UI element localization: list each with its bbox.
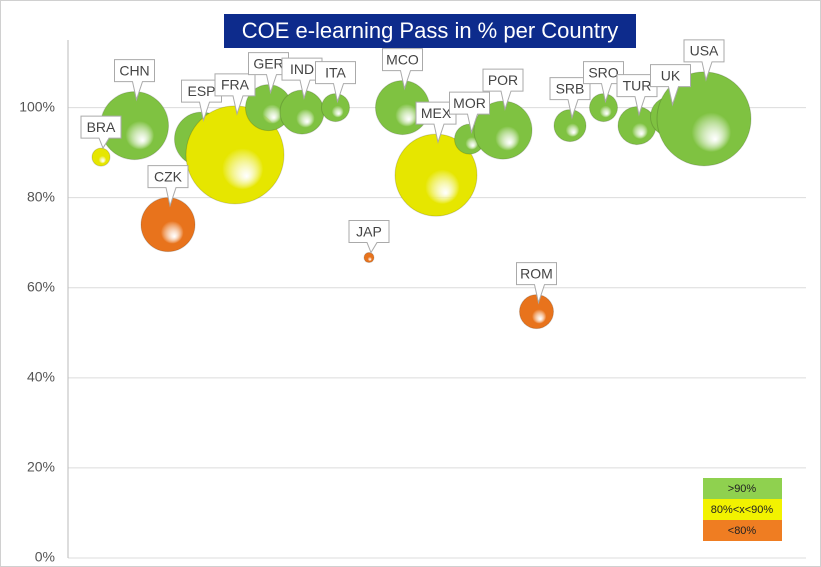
callout-box — [382, 48, 423, 91]
callout-box — [482, 68, 524, 111]
bubble — [589, 93, 618, 123]
legend-label: 80%<x<90% — [711, 504, 774, 516]
bubble — [519, 294, 554, 330]
callout-box — [147, 165, 189, 208]
y-tick-label: 80% — [27, 188, 55, 204]
bubble-label: SRB — [556, 80, 585, 96]
y-tick-label: 60% — [27, 278, 55, 294]
callout-box — [583, 61, 624, 104]
title-box — [224, 14, 636, 48]
y-tick-label: 40% — [27, 369, 55, 385]
callout-box — [214, 73, 256, 116]
bubble-label: POR — [488, 72, 518, 88]
bubble-label: ITA — [325, 64, 346, 80]
bubble-label: UK — [661, 67, 681, 83]
callout-box — [348, 220, 390, 254]
bubble — [321, 93, 350, 123]
bubble — [279, 89, 325, 135]
bubble-label: BRA — [87, 119, 116, 135]
bubble-label: SRO — [588, 64, 618, 80]
callout-box — [683, 39, 725, 82]
bubble-label: JAP — [356, 223, 382, 239]
chart-title: COE e-learning Pass in % per Country — [242, 18, 619, 43]
callout-box — [114, 59, 155, 102]
bubble-label: IND — [290, 61, 314, 77]
legend-swatch — [703, 478, 782, 499]
y-tick-label: 100% — [19, 98, 55, 114]
bubble-label: ROM — [520, 265, 553, 281]
legend-label: <80% — [728, 525, 757, 537]
bubble-label: CZK — [154, 168, 183, 184]
callout-box — [650, 64, 691, 107]
bubble — [617, 106, 657, 146]
bubble — [553, 109, 587, 143]
bubble-label: MOR — [453, 95, 486, 111]
bubble — [363, 252, 375, 264]
y-tick-label: 20% — [27, 459, 55, 475]
legend-swatch — [703, 499, 782, 520]
bubble-label: USA — [690, 43, 719, 59]
bubble-label: MEX — [421, 105, 452, 121]
callout-box — [248, 52, 289, 95]
bubble-label: TUR — [623, 77, 652, 93]
callout-box — [315, 61, 356, 104]
bubble-label: CHN — [119, 62, 149, 78]
callout-box — [80, 115, 122, 150]
bubble — [140, 197, 196, 253]
legend-label: >90% — [728, 483, 757, 495]
bubble-label: ESP — [187, 83, 215, 99]
bubble — [91, 147, 111, 167]
bubble-label: FRA — [221, 77, 250, 93]
bubble-label: GER — [253, 55, 283, 71]
callout-box — [516, 262, 557, 305]
legend-swatch — [703, 520, 782, 541]
callout-box — [449, 91, 490, 134]
bubble-label: MCO — [386, 51, 419, 67]
y-tick-label: 0% — [35, 549, 55, 565]
